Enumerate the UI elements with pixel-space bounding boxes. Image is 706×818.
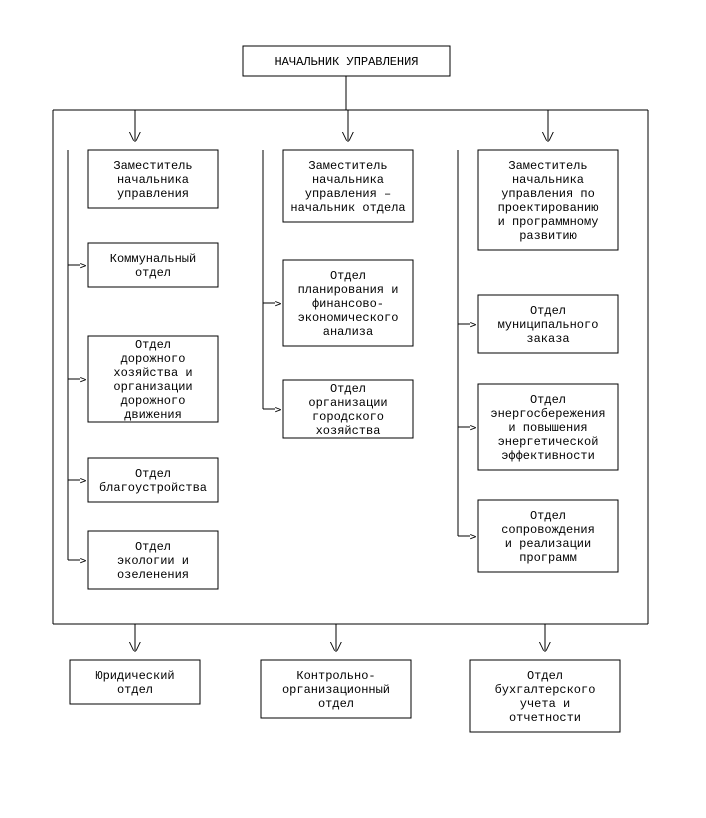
node-label: НАЧАЛЬНИК УПРАВЛЕНИЯ <box>274 55 418 69</box>
org-node-d1a: Коммунальныйотдел <box>88 243 218 287</box>
org-node-d3c: Отделсопровожденияи реализациипрограмм <box>478 500 618 572</box>
arrow-right-icon: > <box>470 421 477 434</box>
arrow-right-icon: > <box>275 403 282 416</box>
org-node-root: НАЧАЛЬНИК УПРАВЛЕНИЯ <box>243 46 450 76</box>
arrow-down-icon: \/ <box>128 640 141 653</box>
org-node-dep2: Заместительначальникауправления –начальн… <box>283 150 413 222</box>
arrow-right-icon: > <box>80 373 87 386</box>
org-node-d2a: Отделпланирования ифинансово-экономическ… <box>283 260 413 346</box>
arrow-down-icon: \/ <box>541 130 554 143</box>
arrow-down-icon: \/ <box>128 130 141 143</box>
arrow-down-icon: \/ <box>538 640 551 653</box>
org-node-dep3: Заместительначальникауправления попроект… <box>478 150 618 250</box>
org-node-b3: Отделбухгалтерскогоучета иотчетности <box>470 660 620 732</box>
arrow-right-icon: > <box>80 554 87 567</box>
org-node-dep1: Заместительначальникауправления <box>88 150 218 208</box>
arrow-right-icon: > <box>275 297 282 310</box>
arrow-right-icon: > <box>80 259 87 272</box>
arrow-right-icon: > <box>80 474 87 487</box>
arrow-right-icon: > <box>470 318 477 331</box>
org-node-d1c: Отделблагоустройства <box>88 458 218 502</box>
arrow-down-icon: \/ <box>329 640 342 653</box>
org-node-d3b: Отделэнергосбереженияи повышенияэнергети… <box>478 384 618 470</box>
node-label: Заместительначальникауправления <box>113 159 192 201</box>
arrow-down-icon: \/ <box>341 130 354 143</box>
org-node-d3a: Отделмуниципальногозаказа <box>478 295 618 353</box>
arrow-right-icon: > <box>470 530 477 543</box>
org-node-d1d: Отделэкологии иозеленения <box>88 531 218 589</box>
org-node-b2: Контрольно-организационныйотдел <box>261 660 411 718</box>
org-node-d1b: Отделдорожногохозяйства иорганизациидоро… <box>88 336 218 422</box>
org-node-b1: Юридическийотдел <box>70 660 200 704</box>
org-node-d2b: Отделорганизациигородскогохозяйства <box>283 380 413 438</box>
